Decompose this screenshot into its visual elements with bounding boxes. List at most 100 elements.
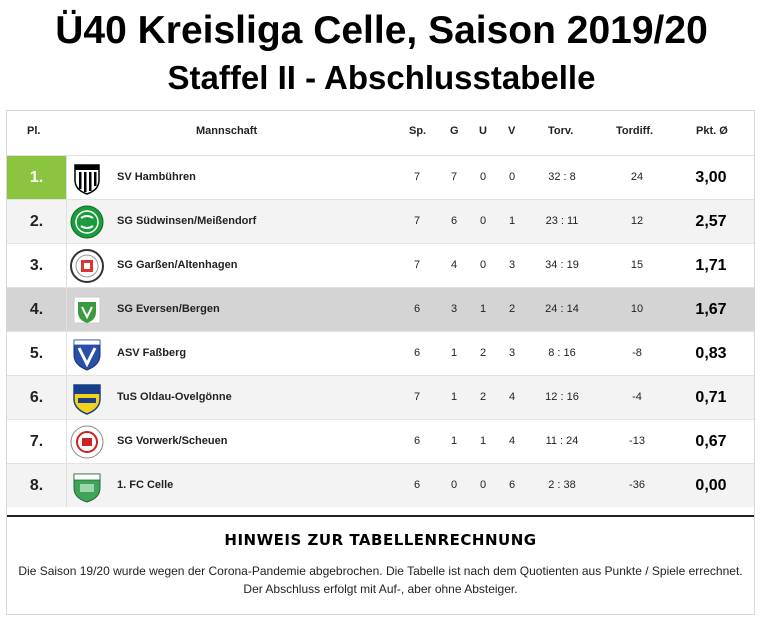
points-average: 3,00 bbox=[695, 169, 727, 186]
points-average: 2,57 bbox=[695, 213, 727, 230]
losses: 4 bbox=[508, 391, 516, 403]
draws: 2 bbox=[479, 391, 487, 403]
sg-eversen-crest-icon bbox=[73, 296, 101, 324]
draws: 0 bbox=[479, 479, 487, 491]
goals: 11 : 24 bbox=[545, 435, 579, 447]
points-average: 0,00 bbox=[695, 477, 727, 494]
col-header-u: U bbox=[479, 125, 487, 137]
goal-difference: -8 bbox=[632, 347, 642, 359]
wins: 7 bbox=[450, 171, 458, 183]
rank-badge: 5. bbox=[29, 345, 44, 362]
losses: 3 bbox=[508, 259, 516, 271]
team-name[interactable]: SG Garßen/Altenhagen bbox=[117, 259, 238, 271]
sv-hambuehren-crest-icon bbox=[74, 164, 100, 195]
rank-badge: 8. bbox=[29, 477, 44, 494]
games-played: 6 bbox=[413, 303, 421, 315]
draws: 0 bbox=[479, 259, 487, 271]
points-average: 0,71 bbox=[695, 389, 727, 406]
fc-celle-crest-icon bbox=[73, 473, 101, 503]
tus-oldau-crest-icon bbox=[73, 384, 101, 415]
sv-garssen-crest-icon bbox=[70, 249, 104, 283]
team-name[interactable]: SG Südwinsen/Meißendorf bbox=[117, 215, 257, 227]
note-divider bbox=[7, 515, 754, 517]
losses: 1 bbox=[508, 215, 516, 227]
table-row: 7. SG Vorwerk/Scheuen 6 1 1 4 11 : 24 -1… bbox=[7, 419, 754, 463]
col-header-torv: Torv. bbox=[548, 125, 574, 137]
rank-badge: 2. bbox=[29, 213, 44, 230]
rank-badge: 1. bbox=[7, 156, 66, 199]
goals: 12 : 16 bbox=[545, 391, 579, 403]
losses: 0 bbox=[508, 171, 516, 183]
col-header-team: Mannschaft bbox=[196, 125, 258, 137]
rank-badge: 4. bbox=[29, 301, 44, 318]
points-average: 1,71 bbox=[695, 257, 727, 274]
table-row: 8. 1. FC Celle 6 0 0 6 2 : 38 -36 0,00 bbox=[7, 463, 754, 507]
table-header: Pl. Mannschaft Sp. G U V Torv. Tordiff. … bbox=[7, 111, 754, 155]
note-text: Die Saison 19/20 wurde wegen der Corona-… bbox=[18, 564, 743, 596]
col-header-sp: Sp. bbox=[409, 125, 427, 137]
table-row: 5. ASV Faßberg 6 1 2 3 8 : 16 -8 0,83 bbox=[7, 331, 754, 375]
games-played: 7 bbox=[413, 259, 421, 271]
goal-difference: -4 bbox=[632, 391, 642, 403]
table-row: 4. SG Eversen/Bergen 6 3 1 2 24 : 14 10 … bbox=[7, 287, 754, 331]
col-header-diff: Tordiff. bbox=[616, 125, 654, 137]
team-name[interactable]: SG Eversen/Bergen bbox=[117, 303, 220, 315]
games-played: 7 bbox=[413, 215, 421, 227]
draws: 0 bbox=[479, 171, 487, 183]
points-average: 0,83 bbox=[695, 345, 727, 362]
page-subtitle: Staffel II - Abschlusstabelle bbox=[167, 59, 596, 96]
goals: 2 : 38 bbox=[548, 479, 576, 491]
goals: 24 : 14 bbox=[545, 303, 579, 315]
goal-difference: 24 bbox=[630, 171, 644, 183]
draws: 0 bbox=[479, 215, 487, 227]
goal-difference: -13 bbox=[629, 435, 645, 447]
team-name[interactable]: SV Hambühren bbox=[117, 171, 196, 183]
rank-badge: 7. bbox=[29, 433, 44, 450]
goal-difference: 15 bbox=[630, 259, 644, 271]
col-header-v: V bbox=[508, 125, 516, 137]
draws: 1 bbox=[479, 303, 487, 315]
goal-difference: 10 bbox=[630, 303, 644, 315]
rank-badge: 6. bbox=[29, 389, 44, 406]
col-header-g: G bbox=[450, 125, 459, 137]
note-title: HINWEIS ZUR TABELLENRECHNUNG bbox=[224, 531, 537, 549]
games-played: 7 bbox=[413, 171, 421, 183]
wins: 1 bbox=[450, 391, 458, 403]
goal-difference: 12 bbox=[630, 215, 644, 227]
asv-fassberg-crest-icon bbox=[73, 339, 101, 371]
goals: 23 : 11 bbox=[545, 215, 579, 227]
wins: 3 bbox=[450, 303, 458, 315]
team-name[interactable]: 1. FC Celle bbox=[117, 479, 174, 491]
losses: 6 bbox=[508, 479, 516, 491]
wins: 0 bbox=[450, 479, 458, 491]
standings-table: Pl. Mannschaft Sp. G U V Torv. Tordiff. … bbox=[6, 110, 755, 615]
goals: 8 : 16 bbox=[548, 347, 576, 359]
points-average: 1,67 bbox=[695, 301, 727, 318]
col-header-pkt: Pkt. Ø bbox=[696, 125, 728, 137]
table-row: 2. SG Südwinsen/Meißendorf 7 6 0 1 23 : … bbox=[7, 199, 754, 243]
losses: 4 bbox=[508, 435, 516, 447]
games-played: 6 bbox=[413, 479, 421, 491]
games-played: 6 bbox=[413, 435, 421, 447]
team-name[interactable]: TuS Oldau-Ovelgönne bbox=[117, 391, 232, 403]
wins: 1 bbox=[450, 347, 458, 359]
page-title: Ü40 Kreisliga Celle, Saison 2019/20 bbox=[55, 9, 708, 52]
team-name[interactable]: ASV Faßberg bbox=[117, 347, 187, 359]
rank-badge: 3. bbox=[29, 257, 44, 274]
draws: 2 bbox=[479, 347, 487, 359]
losses: 2 bbox=[508, 303, 516, 315]
table-row: 3. SG Garßen/Altenhagen 7 4 0 3 34 : 19 … bbox=[7, 243, 754, 287]
sg-suedwinsen-crest-icon bbox=[70, 205, 104, 239]
games-played: 6 bbox=[413, 347, 421, 359]
team-name[interactable]: SG Vorwerk/Scheuen bbox=[117, 435, 228, 447]
sg-vorwerk-crest-icon bbox=[70, 425, 104, 459]
table-row: 6. TuS Oldau-Ovelgönne 7 1 2 4 12 : 16 -… bbox=[7, 375, 754, 419]
wins: 6 bbox=[450, 215, 458, 227]
goals: 34 : 19 bbox=[545, 259, 579, 271]
wins: 4 bbox=[450, 259, 458, 271]
col-header-pl: Pl. bbox=[27, 125, 41, 137]
goals: 32 : 8 bbox=[548, 171, 576, 183]
table-row: 1. SV Hambühren 7 7 0 0 32 : 8 24 3,00 bbox=[7, 155, 754, 199]
points-average: 0,67 bbox=[695, 433, 727, 450]
wins: 1 bbox=[450, 435, 458, 447]
